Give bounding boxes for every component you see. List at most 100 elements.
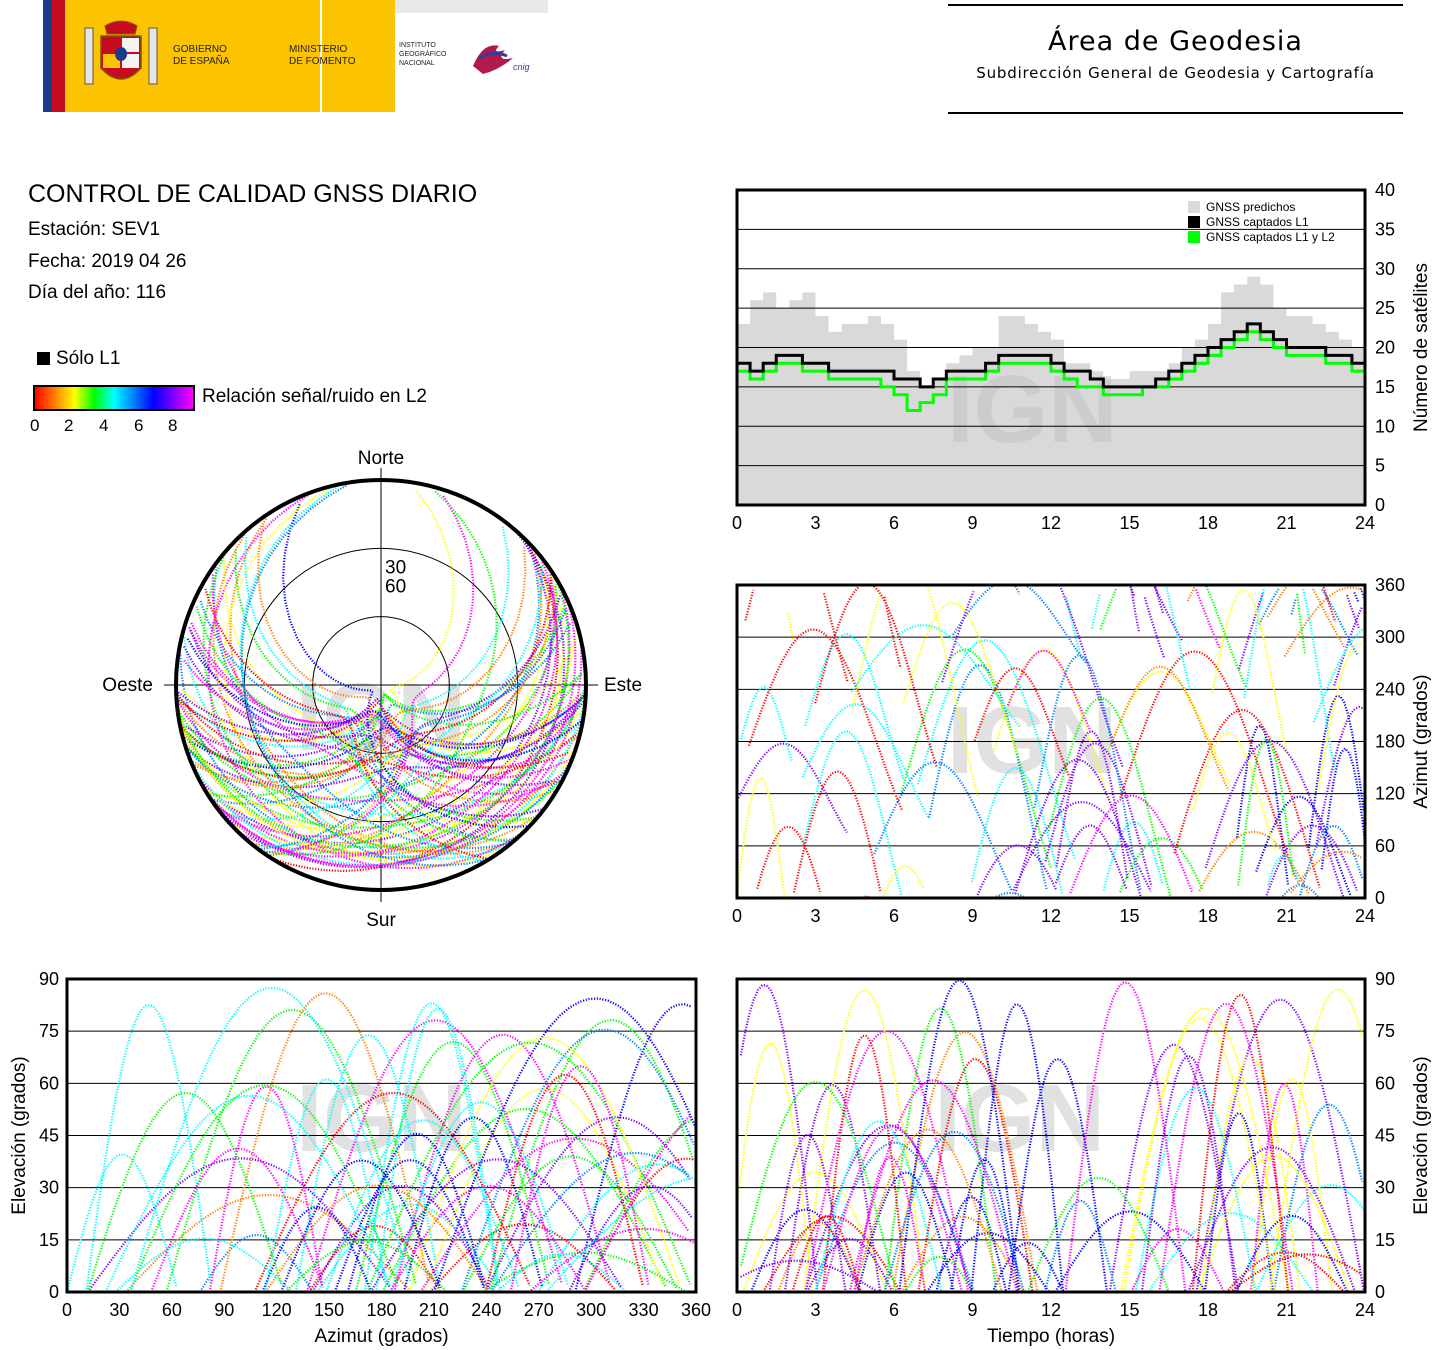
plot-border (735, 188, 1367, 507)
snr-tick: 8 (168, 416, 178, 435)
legend-label: GNSS captados L1 (1206, 215, 1309, 229)
x-tick-label: 18 (1198, 1300, 1218, 1320)
satellite-track (742, 1171, 888, 1293)
y-tick-label: 300 (1375, 627, 1405, 647)
satellite-track (1007, 1058, 1109, 1293)
satellite-track (952, 585, 993, 636)
x-tick-label: 90 (214, 1300, 234, 1320)
x-tick-label: 24 (1355, 906, 1375, 926)
satellite-track (1119, 837, 1204, 893)
y-tick-label: 45 (1375, 1126, 1395, 1146)
satellite-track (253, 564, 543, 848)
snr-label: Relación señal/ruido en L2 (202, 386, 427, 407)
satellite-track (1205, 585, 1247, 687)
plot-border (65, 977, 698, 1294)
y-tick-label: 15 (1375, 377, 1395, 397)
satellite-track (791, 1215, 862, 1293)
satellite-track (793, 770, 882, 893)
satellite-track (1321, 588, 1359, 656)
satellite-track (970, 1003, 1065, 1293)
legend-swatch (1188, 216, 1200, 228)
satellite-track (208, 605, 577, 867)
satellite-track (284, 1239, 447, 1293)
satellite-track (898, 979, 1021, 1293)
satellite-track (1191, 994, 1290, 1293)
satellite-track (1298, 824, 1364, 899)
satellite-track (873, 585, 938, 768)
satellite-track (375, 1007, 500, 1293)
y-tick-label: 35 (1375, 219, 1395, 239)
satellite-track (851, 594, 882, 710)
satellite-track (935, 1196, 1008, 1293)
snr-tick: 4 (99, 416, 109, 435)
satellite-track (462, 1155, 678, 1293)
y-tick-label: 30 (1375, 259, 1395, 279)
ign-logo: INSTITUTO GEOGRÁFICO NACIONAL cnig (395, 0, 548, 112)
satellite-track (902, 602, 1019, 753)
satellite-track (1165, 587, 1192, 690)
y-axis-label: Número de satélites (1411, 263, 1432, 432)
satellite-track (381, 1107, 667, 1293)
x-tick-label: 240 (471, 1300, 501, 1320)
satellite-track (1014, 758, 1142, 898)
satellite-track (433, 997, 697, 1293)
satellite-track (739, 984, 819, 1293)
area-header: Área de Geodesia Subdirección General de… (948, 4, 1403, 114)
north-label: Norte (358, 448, 404, 469)
x-tick-label: 6 (889, 906, 899, 926)
satellite-track (973, 667, 1070, 777)
x-tick-label: 300 (576, 1300, 606, 1320)
y-tick-label: 30 (39, 1178, 59, 1198)
y-tick-label: 0 (1375, 888, 1385, 908)
satellite-track (1353, 592, 1360, 603)
satellite-track (1109, 665, 1230, 791)
y-axis-label: Elevación (grados) (1411, 1056, 1432, 1214)
y-tick-label: 90 (39, 969, 59, 989)
satellite-track (1317, 642, 1362, 789)
x-tick-label: 60 (162, 1300, 182, 1320)
x-tick-label: 0 (732, 513, 742, 533)
satellite-track (1290, 850, 1363, 894)
satellite-track (208, 1085, 324, 1293)
satellite-track (1255, 795, 1352, 896)
satellite-track (215, 573, 556, 838)
satellite-track (165, 1008, 417, 1293)
satellite-track (1243, 587, 1266, 699)
x-tick-label: 9 (967, 513, 977, 533)
satellite-track (1211, 588, 1288, 754)
series-predicted-area (737, 276, 1365, 505)
south-label: Sur (366, 910, 396, 931)
report-title: CONTROL DE CALIDAD GNSS DIARIO (28, 180, 478, 208)
satellite-track (567, 1185, 693, 1293)
satellite-track (848, 1079, 1018, 1293)
satellite-track (264, 1078, 388, 1293)
legend-swatch (1188, 231, 1200, 243)
satellite-track (852, 1128, 1003, 1293)
satellite-track (66, 1153, 178, 1293)
satellite-track (814, 586, 860, 704)
satellite-track (1307, 695, 1365, 849)
satellite-track (204, 638, 578, 806)
satellite-track (744, 589, 755, 621)
satellite-track (243, 537, 486, 863)
satellite-track (900, 1215, 1025, 1293)
ministerio-line-2: DE FOMENTO (289, 56, 356, 67)
satellite-track (1090, 593, 1101, 629)
doy-label: Día del año: 116 (28, 282, 167, 303)
satellite-track (186, 637, 584, 762)
y-tick-label: 20 (1375, 338, 1395, 358)
l1-swatch-icon (37, 352, 50, 365)
y-tick-label: 0 (1375, 495, 1385, 515)
satellite-track (86, 1091, 283, 1293)
y-tick-label: 40 (1375, 180, 1395, 200)
instituto-line-1: INSTITUTO (399, 42, 436, 49)
x-tick-label: 3 (810, 513, 820, 533)
series-l1-line (737, 322, 1365, 389)
satellite-track (787, 612, 794, 640)
x-tick-label: 3 (810, 1300, 820, 1320)
satellite-track (537, 1163, 690, 1293)
satellite-track (419, 1137, 690, 1293)
y-tick-label: 90 (1375, 969, 1395, 989)
satellite-track (740, 686, 794, 763)
